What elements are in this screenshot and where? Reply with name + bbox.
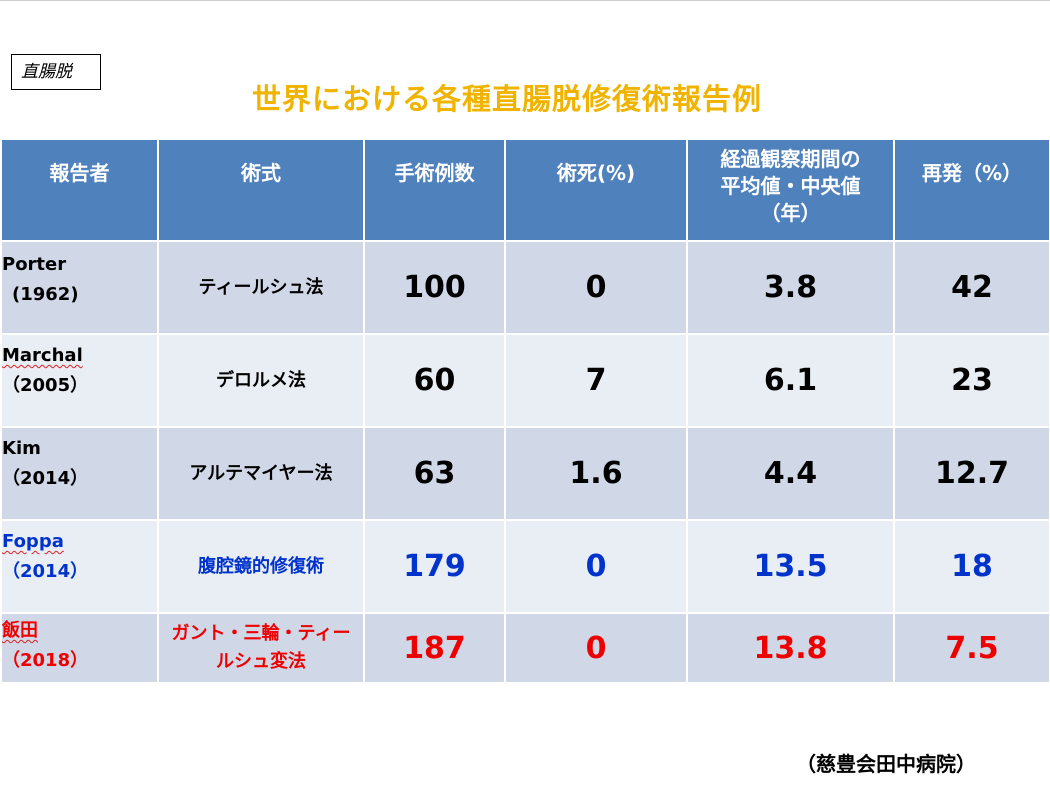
reporter-name: Foppa [2,531,64,552]
followup-cell: 13.5 [686,519,895,614]
page-title: 世界における各種直腸脱修復術報告例 [251,82,762,116]
mortality-cell: 0 [504,240,688,335]
recurrence-cell: 7.5 [893,612,1050,684]
reporter-year: (1962) [12,284,79,305]
reporter-name: Kim [2,438,41,459]
cases-cell: 187 [363,612,506,684]
reporter-year: （2014） [2,468,89,489]
method-cell: ティールシュ法 [157,240,365,335]
followup-cell: 3.8 [686,240,895,335]
header-recurrence: 再発（%） [893,138,1050,242]
reporter-name: Marchal [2,345,83,366]
reporter-cell: Kim （2014） [0,426,159,521]
header-method: 術式 [157,138,365,242]
recurrence-cell: 42 [893,240,1050,335]
header-followup-line1: 経過観察期間の [720,147,861,171]
table-row: 飯田 （2018） ガント・三輪・ティー ルシュ変法 187 0 13.8 7.… [0,612,1050,684]
header-cases: 手術例数 [363,138,506,242]
mortality-cell: 7 [504,333,688,428]
header-reporter: 報告者 [0,138,159,242]
table-row: Foppa （2014） 腹腔鏡的修復術 179 0 13.5 18 [0,519,1050,614]
followup-cell: 4.4 [686,426,895,521]
followup-cell: 6.1 [686,333,895,428]
reporter-cell: Marchal （2005） [0,333,159,428]
header-followup: 経過観察期間の 平均値・中央値 （年） [686,138,895,242]
method-cell: 腹腔鏡的修復術 [157,519,365,614]
method-cell: ガント・三輪・ティー ルシュ変法 [157,612,365,684]
reporter-year: （2005） [2,375,89,396]
header-followup-line3: （年） [760,201,821,225]
mortality-cell: 0 [504,519,688,614]
reporter-cell: Foppa （2014） [0,519,159,614]
method-cell: デロルメ法 [157,333,365,428]
method-line1: ガント・三輪・ティー [171,623,351,644]
section-tag: 直腸脱 [11,54,101,90]
followup-cell: 13.8 [686,612,895,684]
cases-cell: 63 [363,426,506,521]
recurrence-cell: 18 [893,519,1050,614]
table-header-row: 報告者 術式 手術例数 術死(%) 経過観察期間の 平均値・中央値 （年） 再発… [0,138,1050,242]
mortality-cell: 1.6 [504,426,688,521]
header-mortality: 術死(%) [504,138,688,242]
recurrence-cell: 23 [893,333,1050,428]
reporter-cell: 飯田 （2018） [0,612,159,684]
cases-cell: 60 [363,333,506,428]
method-line2: ルシュ変法 [216,651,306,672]
table-row: Kim （2014） アルテマイヤー法 63 1.6 4.4 12.7 [0,426,1050,521]
reporter-name: 飯田 [2,620,38,641]
table-row: Porter (1962) ティールシュ法 100 0 3.8 42 [0,240,1050,335]
reporter-year: （2014） [2,561,89,582]
top-divider [0,0,1050,1]
footer-hospital-name: （慈豊会田中病院） [796,752,976,776]
recurrence-cell: 12.7 [893,426,1050,521]
mortality-cell: 0 [504,612,688,684]
header-followup-line2: 平均値・中央値 [720,174,861,198]
report-table: 報告者 術式 手術例数 術死(%) 経過観察期間の 平均値・中央値 （年） 再発… [0,138,1050,684]
method-cell: アルテマイヤー法 [157,426,365,521]
reporter-name: Porter [2,254,67,275]
reporter-year: （2018） [2,650,89,671]
cases-cell: 100 [363,240,506,335]
reporter-cell: Porter (1962) [0,240,159,335]
table-row: Marchal （2005） デロルメ法 60 7 6.1 23 [0,333,1050,428]
cases-cell: 179 [363,519,506,614]
